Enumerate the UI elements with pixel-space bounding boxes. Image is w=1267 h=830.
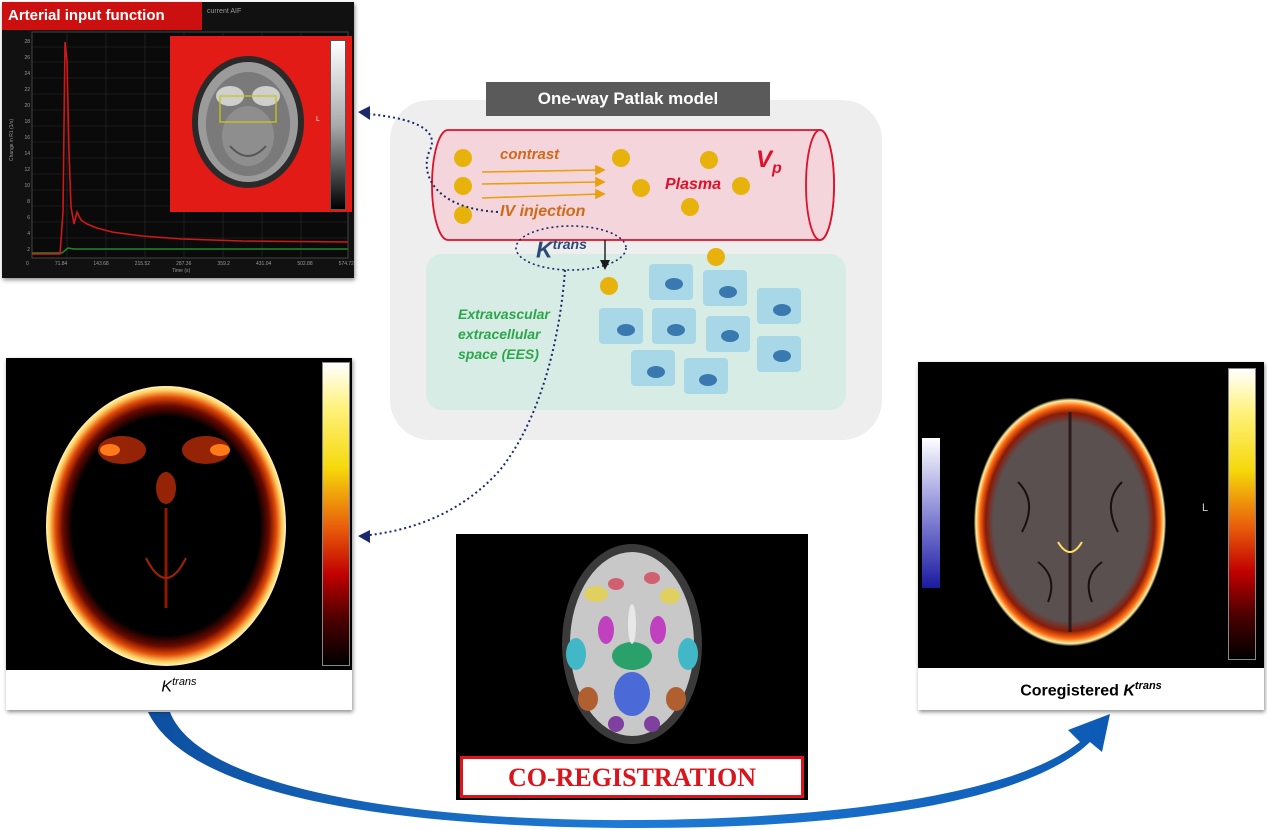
aif-ytick: 10 [24, 183, 30, 189]
aif-inset-image: L [170, 36, 352, 212]
aif-xtick: 574.72 [338, 261, 354, 267]
ktrans-caption-sup: trans [172, 676, 197, 688]
ktrans-brain-icon [46, 386, 286, 666]
aif-ytick: 16 [24, 135, 30, 141]
coregistered-caption-main: K [1123, 682, 1135, 700]
ktrans-sup: trans [552, 236, 587, 252]
aif-ytick: 4 [27, 231, 30, 237]
aif-ytick: 18 [24, 119, 30, 125]
aif-inset-side-label: L [316, 116, 320, 123]
patlak-title-box [486, 82, 770, 116]
aif-ytick: 14 [24, 151, 30, 157]
coregistered-caption: Coregistered Ktrans [918, 680, 1264, 701]
segmentation-brain-icon [562, 544, 702, 744]
aif-ytick: 26 [24, 55, 30, 61]
coregistered-side-label: L [1202, 502, 1209, 514]
aif-title: Arterial input function [8, 7, 165, 24]
ktrans-colorbar [322, 362, 350, 666]
patlak-title: One-way Patlak model [537, 89, 719, 108]
coregistered-hot-colorbar [1228, 368, 1256, 660]
vp-sub: p [772, 159, 782, 177]
aif-inset-colorbar [330, 40, 346, 210]
aif-xtick: 502.88 [297, 261, 313, 267]
aif-xtick: 287.36 [176, 261, 192, 267]
aif-xtick: 71.84 [54, 261, 68, 267]
ktrans-caption-main: K [161, 678, 173, 696]
coregistered-ktrans-panel: L Coregistered Ktrans [918, 362, 1264, 710]
aif-xtick: 431.04 [255, 261, 272, 267]
aif-ytick: 2 [27, 247, 30, 253]
aif-xtick: 143.68 [93, 261, 109, 267]
aif-xlabel: Time (s) [172, 268, 191, 274]
ktrans-caption: Ktrans [6, 676, 352, 697]
coregistration-panel: CO-REGISTRATION [456, 534, 808, 800]
aif-yticks: 28 26 24 22 20 18 16 14 12 10 8 6 4 2 [16, 34, 30, 258]
aif-xtick: 0 [26, 261, 29, 267]
ees-line-1: Extravascular [458, 306, 550, 322]
aif-ytick: 22 [24, 87, 30, 93]
coregistered-caption-prefix: Coregistered [1020, 682, 1124, 700]
aif-xtick: 215.52 [134, 261, 151, 267]
coregistered-brain-icon [974, 398, 1166, 646]
aif-xtick: 359.2 [217, 261, 230, 267]
ktrans-map-panel: Ktrans [6, 358, 352, 710]
aif-title-bar [2, 2, 202, 30]
aif-xticks: 0 71.84 143.68 215.52 287.36 359.2 431.0… [26, 261, 354, 267]
aif-window-label: current AIF [207, 8, 242, 15]
ktrans-main: K [536, 236, 553, 263]
ktrans-label: Ktrans [536, 236, 587, 264]
coregistered-blue-colorbar [922, 438, 940, 588]
coregistration-banner-text: CO-REGISTRATION [507, 763, 756, 792]
vp-label: Vp [756, 146, 782, 178]
ees-line-3: space (EES) [458, 346, 539, 362]
coregistered-image: L [918, 362, 1264, 668]
aif-panel: Arterial input function current AIF 28 2… [2, 2, 354, 278]
vp-main: V [756, 146, 773, 173]
contrast-label: contrast [500, 146, 560, 163]
ktrans-map-image [6, 358, 352, 670]
aif-ytick: 20 [24, 103, 30, 109]
aif-ytick: 24 [24, 71, 30, 77]
aif-ytick: 28 [24, 39, 30, 45]
aif-ytick: 8 [27, 199, 30, 205]
ees-line-2: extracellular [458, 326, 541, 342]
plasma-label: Plasma [665, 176, 722, 193]
aif-ytick: 12 [24, 167, 30, 173]
coregistration-banner [460, 756, 804, 798]
iv-injection-label: IV injection [500, 203, 586, 220]
aif-inset-brain-icon [192, 56, 304, 188]
ees-label: Extravascular extracellular space (EES) [458, 304, 550, 364]
aif-ytick: 6 [27, 215, 30, 221]
coregistered-caption-sup: trans [1134, 680, 1162, 692]
